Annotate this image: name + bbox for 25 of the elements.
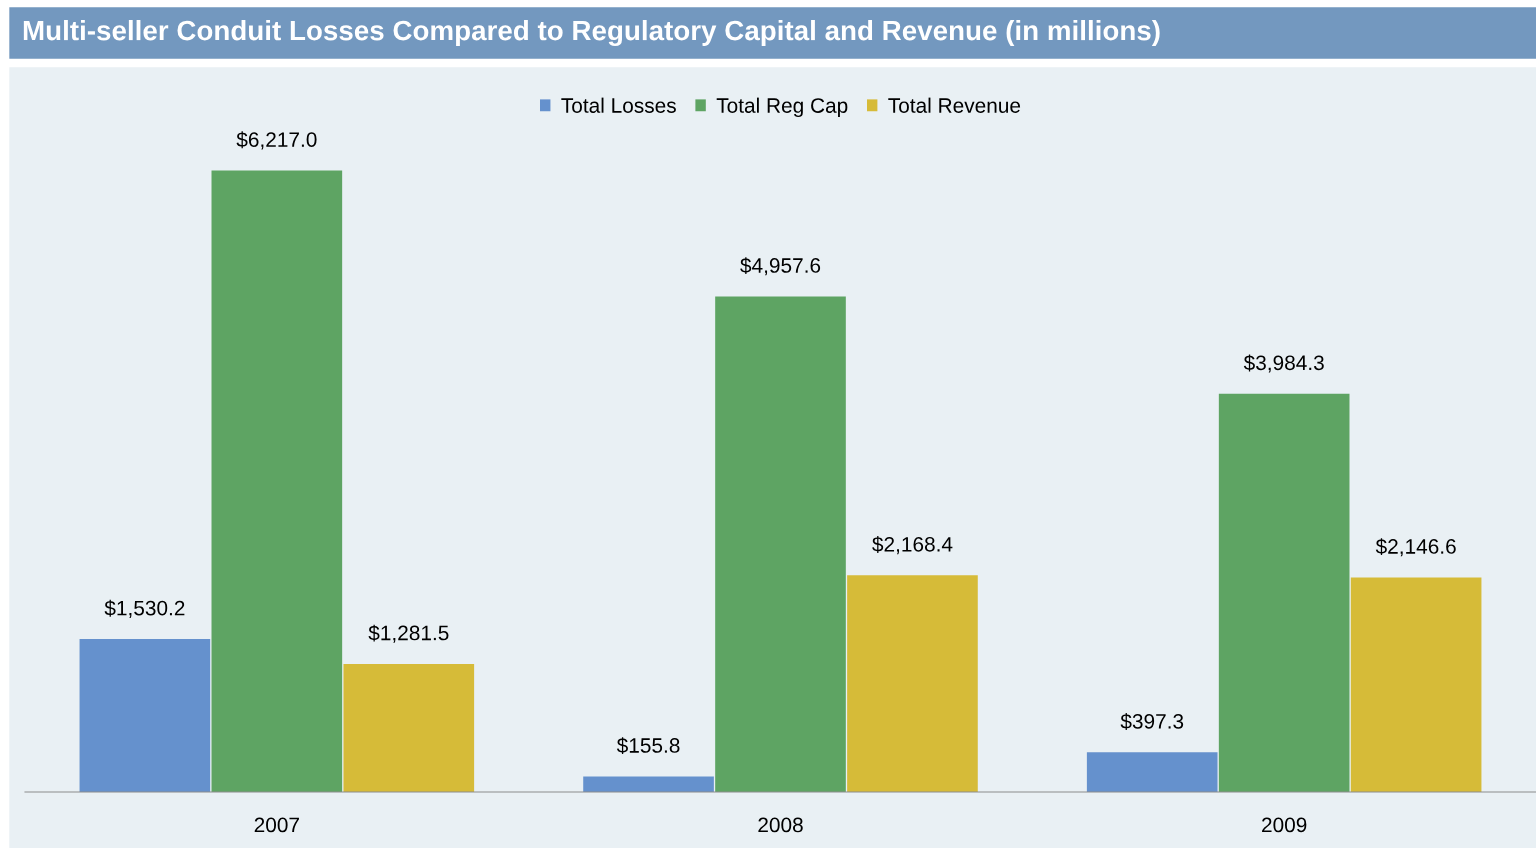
data-label: $1,281.5 <box>368 624 449 643</box>
bar <box>715 296 846 792</box>
x-tick-label: 2009 <box>1262 817 1307 833</box>
data-label: $155.8 <box>616 737 680 755</box>
data-label: $4,957.6 <box>740 257 821 276</box>
bar <box>1218 393 1350 792</box>
data-label: $1,530.2 <box>104 599 185 618</box>
bar <box>1086 752 1218 792</box>
legend-label: Total Losses <box>561 97 676 113</box>
data-label: $3,984.3 <box>1243 354 1324 373</box>
bar <box>79 639 211 792</box>
x-tick-label: 2007 <box>254 817 299 833</box>
bar <box>583 776 714 792</box>
chart-title: Multi-seller Conduit Losses Compared to Regulatory Capital and Revenue (in millions) <box>23 19 1160 47</box>
bar <box>343 663 475 792</box>
bar <box>1350 577 1482 792</box>
legend-label: Total Revenue <box>888 97 1021 113</box>
data-label: $397.3 <box>1120 713 1184 730</box>
bar <box>211 170 343 792</box>
legend-label: Total Reg Cap <box>716 97 848 118</box>
bar <box>847 575 978 792</box>
x-tick-label: 2008 <box>758 817 803 833</box>
data-label: $2,146.6 <box>1375 538 1456 557</box>
data-label: $2,168.4 <box>872 536 953 555</box>
data-label: $6,217.0 <box>236 131 317 150</box>
